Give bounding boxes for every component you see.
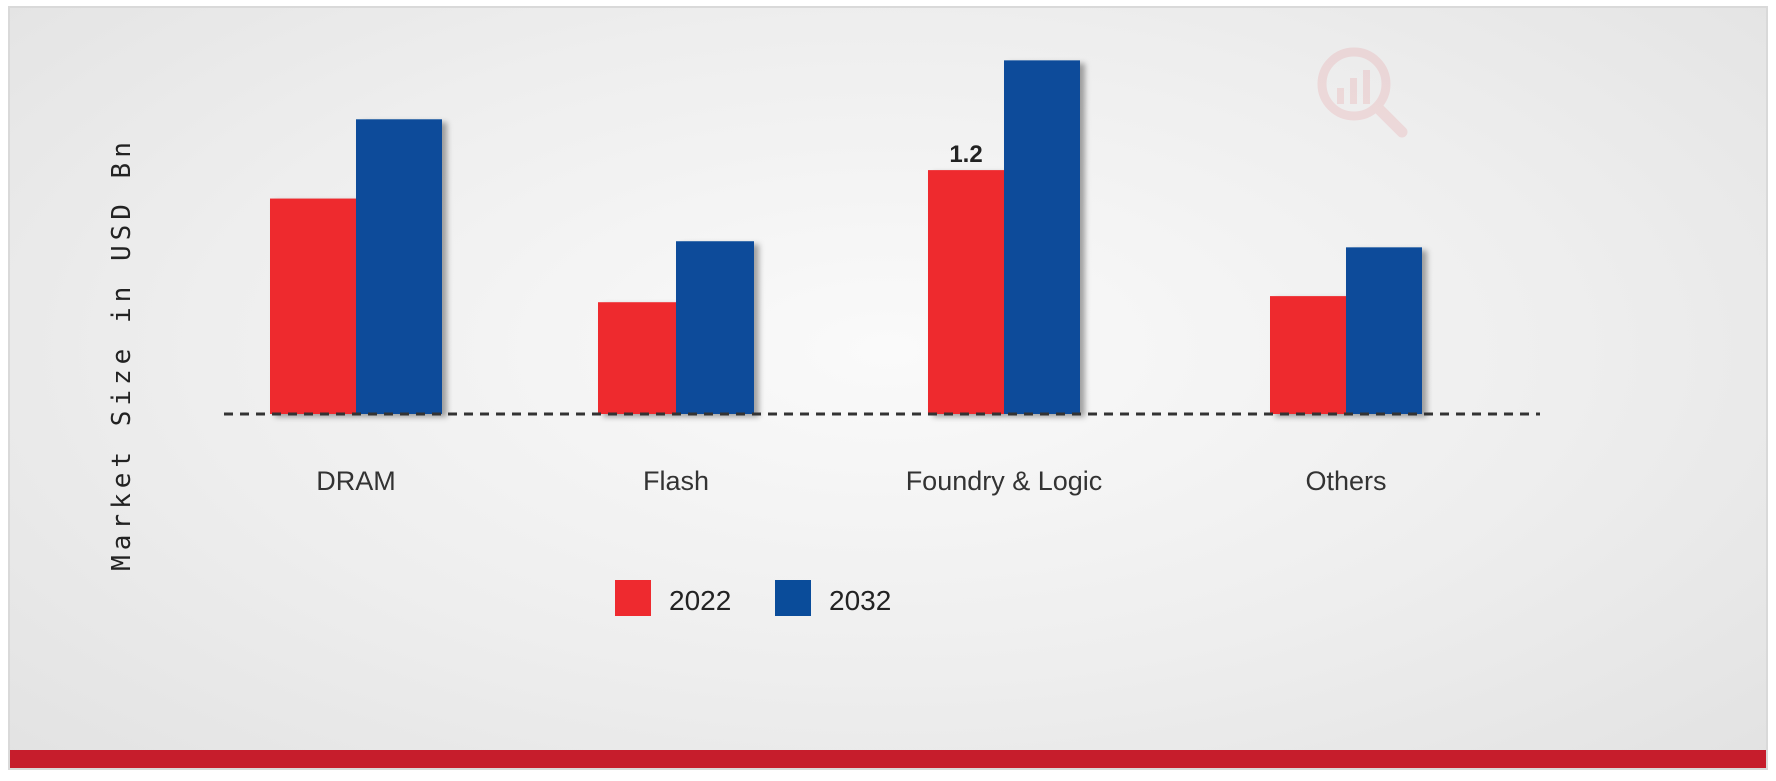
x-tick-label: DRAM <box>316 466 396 496</box>
chart-frame: Market Size in USD Bn DRAM Flash Foundry &… <box>8 6 1768 770</box>
x-tick-label: Foundry & Logic <box>906 466 1103 496</box>
analytics-magnifier-icon <box>1317 47 1408 138</box>
bar-dram-2022 <box>270 198 356 414</box>
x-tick-label: Flash <box>643 466 709 496</box>
data-label: 1.2 <box>949 141 982 168</box>
bar-chart: Market Size in USD Bn DRAM Flash Foundry &… <box>107 47 1540 616</box>
bar-flash-2022 <box>598 302 676 414</box>
y-axis-label: Market Size in USD Bn <box>107 137 137 571</box>
legend-swatch-2022 <box>615 580 651 616</box>
bar-others-2032 <box>1346 247 1422 414</box>
legend-label-2032: 2032 <box>829 585 891 616</box>
x-tick-label: Others <box>1305 466 1386 496</box>
legend-swatch-2032 <box>775 580 811 616</box>
bottom-accent-bar <box>10 750 1766 768</box>
bar-foundry-logic-2022 <box>928 170 1004 414</box>
bar-foundry-logic-2032 <box>1004 60 1080 415</box>
legend-label-2022: 2022 <box>669 585 731 616</box>
bar-flash-2032 <box>676 241 754 414</box>
bar-dram-2032 <box>356 119 442 414</box>
bar-others-2022 <box>1270 296 1346 414</box>
